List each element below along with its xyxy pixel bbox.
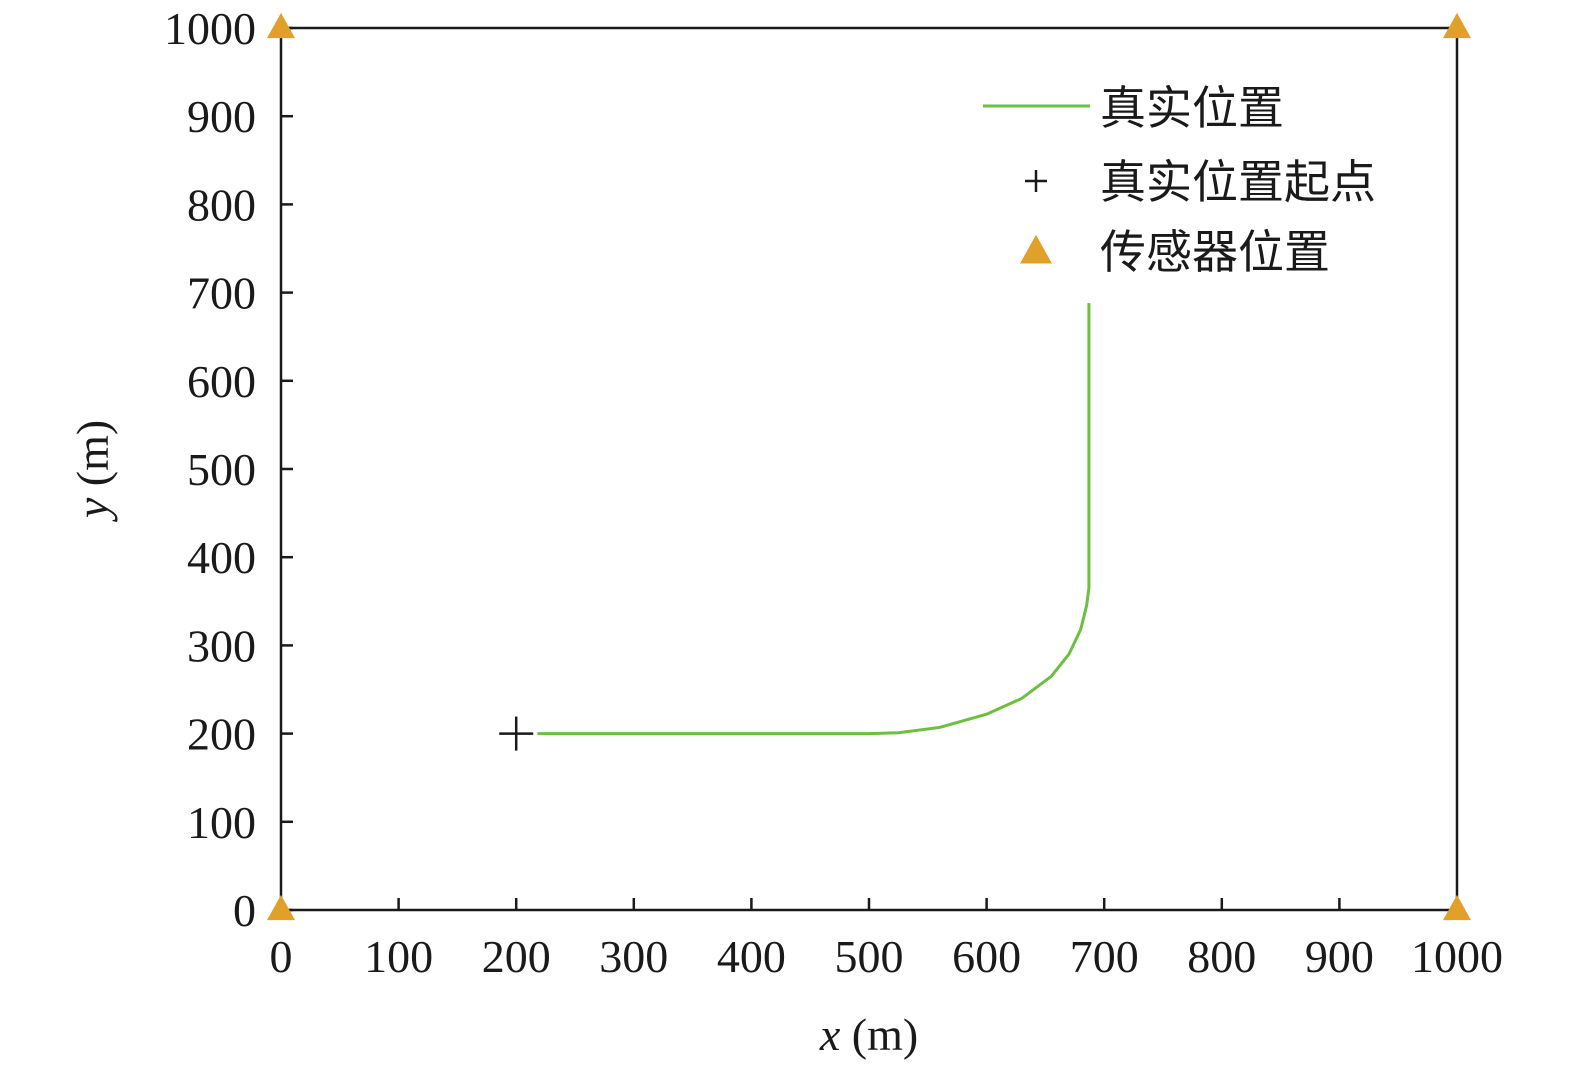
y-tick-label: 300: [187, 620, 256, 671]
start-point-marker: [499, 716, 534, 751]
x-tick-label: 100: [364, 931, 433, 982]
x-tick-label: 1000: [1411, 931, 1503, 982]
y-tick-label: 600: [187, 356, 256, 407]
y-tick-label: 800: [187, 179, 256, 230]
y-tick-label: 400: [187, 532, 256, 583]
x-tick-label: 800: [1187, 931, 1256, 982]
sensor-marker: [1443, 894, 1471, 921]
legend-plus-glyph: [1025, 170, 1047, 192]
y-tick-label: 0: [233, 885, 256, 936]
y-tick-label: 500: [187, 444, 256, 495]
legend: 真实位置 真实位置起点 传感器位置: [983, 81, 1376, 279]
y-axis-var: y: [67, 497, 118, 522]
sensor-marker: [1443, 12, 1471, 39]
y-tick-label: 1000: [164, 3, 256, 54]
x-tick-label: 400: [717, 931, 786, 982]
y-axis-label: y (m): [67, 420, 118, 522]
x-tick-label: 200: [482, 931, 551, 982]
tick-label-group: 0 100 200 300 400 500 600 700 800 900 1000 0 100 200 3…: [164, 3, 1503, 982]
true-position-line: [537, 303, 1091, 736]
legend-swatch-start-point: [1025, 170, 1047, 192]
legend-label-start-point: 真实位置起点: [1100, 155, 1376, 209]
x-tick-label: 700: [1070, 931, 1139, 982]
sensor-marker: [267, 894, 295, 921]
y-tick-label: 100: [187, 797, 256, 848]
x-tick-label: 600: [952, 931, 1021, 982]
y-tick-label: 900: [187, 91, 256, 142]
x-axis-unit: (m): [840, 1009, 918, 1060]
x-tick-label: 500: [835, 931, 904, 982]
x-tick-label: 900: [1305, 931, 1374, 982]
legend-label-true-position: 真实位置: [1100, 81, 1284, 135]
plot-frame: [279, 26, 1459, 912]
x-tick-label: 300: [599, 931, 668, 982]
series-layer: [267, 12, 1471, 921]
x-axis-var: x: [819, 1009, 841, 1060]
legend-label-sensor: 传感器位置: [1100, 225, 1330, 279]
y-tick-label: 700: [187, 268, 256, 319]
y-axis-unit: (m): [67, 420, 118, 498]
legend-swatch-sensor: [1020, 234, 1052, 264]
x-axis-label: x (m): [819, 1009, 918, 1060]
x-tick-label: 0: [270, 931, 293, 982]
y-tick-label: 200: [187, 709, 256, 760]
sensor-marker: [267, 12, 295, 39]
